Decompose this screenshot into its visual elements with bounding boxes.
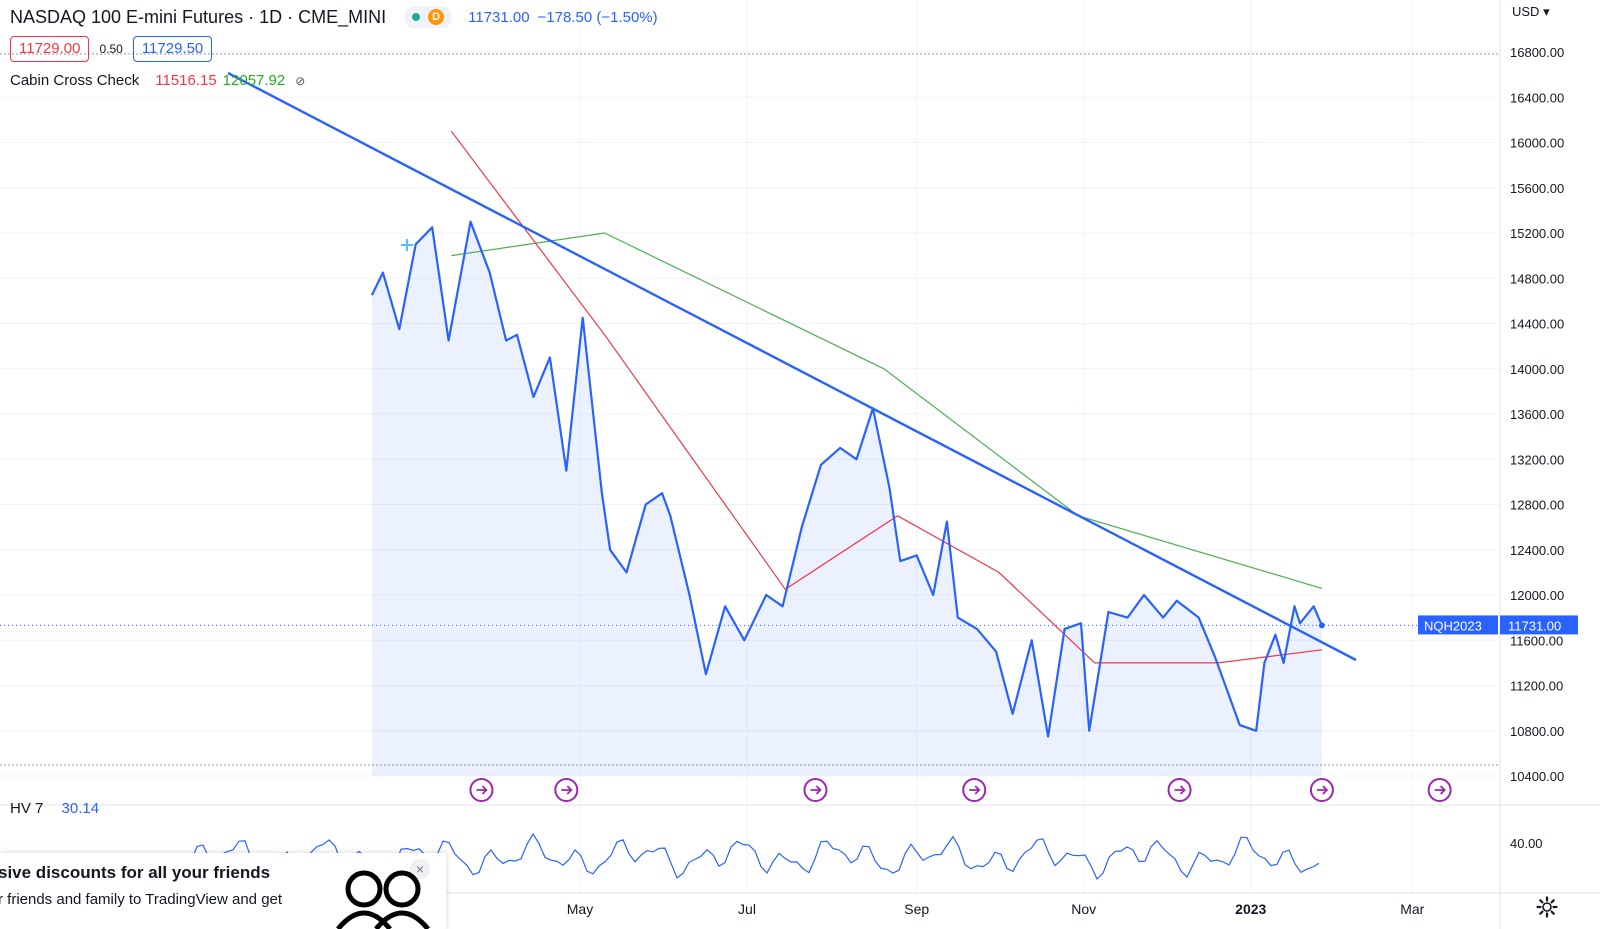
event-markers[interactable] [469,778,1452,802]
market-open-dot-icon [412,13,421,21]
x-tick-label: Nov [1071,901,1096,917]
y-tick-label: 10800.00 [1510,724,1564,739]
symbol-title[interactable]: NASDAQ 100 E-mini Futures · 1D · CME_MIN… [10,6,387,27]
hide-indicator-icon[interactable]: ⊘ [295,73,306,88]
buy-button[interactable]: 11729.50 [132,36,213,62]
indicator-value-red: 11516.15 [155,72,217,89]
friends-icon [336,870,430,929]
arrow-right-icon [476,785,488,795]
chevron-down-icon: ▾ [1543,4,1550,19]
y-tick-label: 10400.00 [1510,769,1564,784]
hv-legend[interactable]: HV 7 30.14 [10,800,99,817]
y-tick-label: 14000.00 [1510,362,1564,377]
currency-selector[interactable]: USD ▾ [1512,4,1550,20]
market-status-pill[interactable]: D [404,6,453,28]
y-tick-label: 14400.00 [1510,317,1564,332]
indicator-value-green: 12057.92 [222,72,286,89]
gear-icon[interactable] [1535,895,1559,919]
promo-body: r friends and family to TradingView and … [0,891,283,908]
y-tick-label: 12000.00 [1510,588,1564,603]
chart-grid [0,0,1500,893]
arrow-right-icon [969,785,981,795]
y-tick-label: 13200.00 [1510,452,1564,467]
sell-button[interactable]: 11729.00 [10,36,90,62]
ma-slow-line [451,232,1323,589]
arrow-right-icon [1316,785,1329,795]
ma-fast-line [450,130,1322,664]
hv-value: 30.14 [61,800,100,817]
y-tick-label: 15200.00 [1510,226,1564,241]
x-tick-label: Sep [904,901,929,917]
promo-banner[interactable]: sive discounts for all your friends r fr… [0,853,446,929]
trendline[interactable] [227,71,1357,662]
arrow-right-icon [1174,785,1186,795]
arrow-right-icon [561,785,573,795]
y-tick-label: 16400.00 [1510,90,1564,105]
symbol-header: NASDAQ 100 E-mini Futures · 1D · CME_MIN… [10,5,658,29]
last-price-dot [1318,622,1325,629]
y-tick-label: 15600.00 [1510,181,1564,196]
price-axis[interactable]: 16800.00 16400.00 16000.00 15600.00 15200.00… [1510,45,1564,784]
quote-row: 11729.00 0.50 11729.50 [10,36,213,62]
y-tick-label: 11200.00 [1510,679,1563,694]
price-change: −178.50 (−1.50%) [537,8,658,26]
hv-axis-label: 40.00 [1510,836,1543,851]
crosshair-marker[interactable] [401,239,413,251]
x-tick-label: Mar [1400,901,1424,917]
x-tick-label: Jul [738,901,756,917]
price-tag-symbol: NQH2023 [1424,618,1482,633]
y-tick-label: 12800.00 [1510,498,1564,513]
hv-label[interactable]: HV 7 [10,800,44,817]
price-tag: NQH2023 11731.00 [1418,615,1578,635]
arrow-right-icon [1434,785,1446,795]
y-tick-label: 13600.00 [1510,407,1564,422]
y-tick-label: 12400.00 [1510,543,1564,558]
y-tick-label: 16800.00 [1510,45,1564,60]
delayed-badge: D [428,9,445,25]
arrow-right-icon [810,785,822,795]
close-icon[interactable]: × [410,859,430,879]
price-tag-value: 11731.00 [1508,618,1561,633]
y-tick-label: 14800.00 [1510,271,1564,286]
y-tick-label: 16000.00 [1510,136,1564,151]
spread-value: 0.50 [99,42,123,56]
last-price: 11731.00 [468,8,530,26]
y-tick-label: 11600.00 [1510,633,1563,648]
indicator-legend[interactable]: Cabin Cross Check 11516.15 12057.92 ⊘ [10,72,305,89]
price-area-fill [371,221,1322,776]
indicator-name[interactable]: Cabin Cross Check [10,72,140,89]
hv-line [166,832,1320,881]
x-tick-label: 2023 [1235,901,1266,917]
currency-label: USD [1512,4,1540,19]
x-tick-label: May [567,901,593,917]
time-axis[interactable]: May Jul Sep Nov 2023 Mar [567,901,1425,917]
promo-headline: sive discounts for all your friends [0,863,271,882]
